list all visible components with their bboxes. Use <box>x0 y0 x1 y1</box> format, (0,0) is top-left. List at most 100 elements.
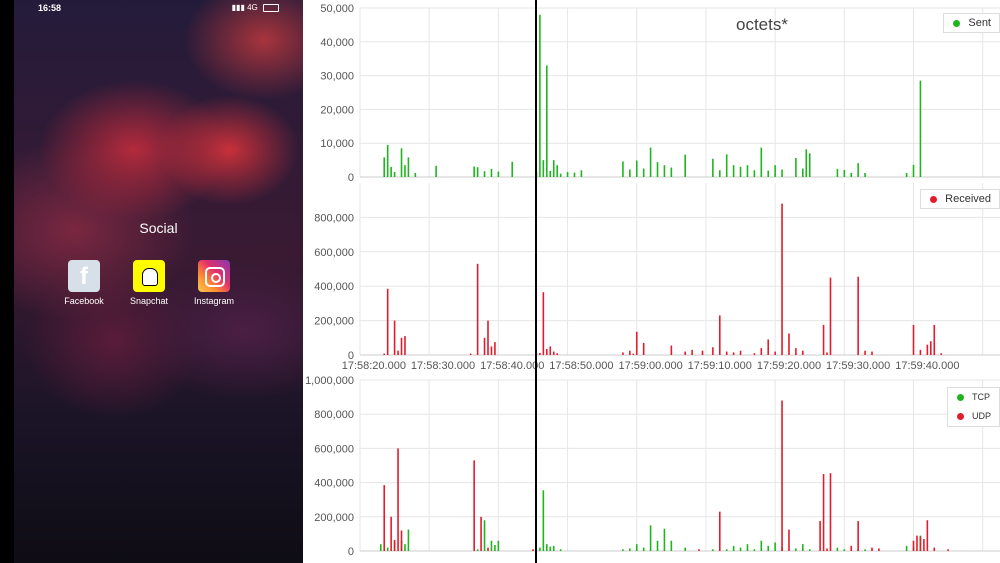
legend-item-sent[interactable]: Sent <box>944 14 999 32</box>
bar-sent <box>473 166 475 177</box>
bar-sent <box>552 160 555 177</box>
bar-received <box>871 351 873 355</box>
bar-udp <box>923 539 925 551</box>
legend-label: Sent <box>968 17 991 29</box>
bar-received <box>483 337 486 355</box>
legend-label: Received <box>945 193 991 205</box>
bar-tcp <box>712 549 714 551</box>
bar-received <box>912 324 915 355</box>
bar-received <box>552 351 555 355</box>
bar-tcp <box>905 545 908 551</box>
bar-received <box>487 320 489 355</box>
bar-sent <box>580 170 583 177</box>
bar-udp <box>788 529 790 551</box>
bar-received <box>826 352 828 355</box>
legend-label: TCP <box>971 392 990 402</box>
bar-tcp <box>629 548 631 551</box>
y-tick-label: 20,000 <box>320 104 354 116</box>
app-instagram[interactable]: Instagram <box>184 260 244 306</box>
legend-sent[interactable]: Sent <box>943 13 1000 33</box>
bar-received <box>556 353 558 355</box>
charts-svg: 0 10,000 20,000 30,000 40,000 50,000 0 200,000 4… <box>305 0 1000 563</box>
bar-sent <box>642 168 645 177</box>
y-tick-label: 200,000 <box>314 316 354 328</box>
bar-sent <box>746 165 749 177</box>
bar-tcp <box>622 549 624 551</box>
bar-sent <box>760 147 763 177</box>
y-tick-label: 0 <box>348 350 354 362</box>
facebook-icon[interactable]: f <box>68 260 100 292</box>
bar-sent <box>390 166 392 177</box>
legend-dot <box>956 413 964 420</box>
chart-title: octets* <box>736 15 788 34</box>
bar-received <box>542 292 545 355</box>
bar-udp <box>400 530 403 551</box>
bar-sent <box>864 172 866 177</box>
status-indicators: ▮▮▮ 4G <box>232 3 279 12</box>
phone-screen: 16:58 ▮▮▮ 4G Social f Facebook Snapchat … <box>0 0 303 563</box>
bar-sent <box>490 168 493 177</box>
bar-tcp <box>546 544 548 551</box>
y-tick-label: 400,000 <box>314 478 354 490</box>
instagram-icon[interactable] <box>198 260 230 292</box>
bar-sent <box>559 173 562 177</box>
bar-sent <box>556 165 558 177</box>
bar-received <box>864 350 866 355</box>
app-label: Snapchat <box>129 296 169 306</box>
bar-tcp <box>649 525 652 551</box>
bar-udp <box>857 521 859 551</box>
folder-title: Social <box>139 220 178 236</box>
bar-tcp <box>836 547 839 551</box>
legend-item-udp[interactable]: UDP <box>948 407 999 426</box>
bar-tcp <box>739 547 742 551</box>
bar-sent <box>573 172 576 177</box>
bar-received <box>469 353 472 355</box>
bar-tcp <box>746 544 749 551</box>
status-bar: 16:58 ▮▮▮ 4G <box>14 0 303 16</box>
y-tick-label: 600,000 <box>314 443 354 455</box>
bar-sent <box>732 165 735 177</box>
snapchat-icon[interactable] <box>133 260 165 292</box>
bar-tcp <box>386 547 389 551</box>
bar-sent <box>670 167 673 177</box>
bar-udp <box>383 485 386 551</box>
y-tick-label: 400,000 <box>314 281 354 293</box>
bar-tcp <box>483 520 486 551</box>
app-facebook[interactable]: f Facebook <box>54 260 114 306</box>
legend-protocols[interactable]: TCP UDP <box>946 387 1000 427</box>
bar-sent <box>542 160 545 177</box>
bar-sent <box>808 153 811 177</box>
bar-received <box>635 331 638 355</box>
y-tick-label: 0 <box>348 546 354 558</box>
legend-received[interactable]: Received <box>920 189 1000 209</box>
bar-tcp <box>808 549 811 551</box>
y-tick-label: 30,000 <box>320 71 354 83</box>
bar-tcp <box>552 545 555 551</box>
bar-received <box>632 353 635 355</box>
bar-received <box>701 350 704 355</box>
bar-sent <box>435 165 437 177</box>
app-snapchat[interactable]: Snapchat <box>119 260 179 306</box>
bar-sent <box>836 168 839 177</box>
bar-received <box>393 320 396 355</box>
bar-received <box>494 342 496 355</box>
bar-sent <box>539 14 541 178</box>
bar-sent <box>767 170 770 177</box>
bar-sent <box>850 172 853 177</box>
bar-udp <box>916 535 918 551</box>
legend-item-received[interactable]: Received <box>921 190 999 208</box>
bar-udp <box>871 547 873 551</box>
bar-tcp <box>725 549 728 551</box>
battery-icon <box>263 3 279 12</box>
bar-sent <box>857 163 859 177</box>
legend-item-tcp[interactable]: TCP <box>948 388 999 407</box>
bar-tcp <box>549 546 552 551</box>
x-tick-label: 17:58:30.000 <box>411 360 475 372</box>
y-tick-label: 0 <box>348 172 354 184</box>
bar-tcp <box>802 544 804 551</box>
y-tick-label: 40,000 <box>320 37 354 49</box>
bar-tcp <box>656 540 659 551</box>
bar-received <box>718 315 721 355</box>
legend-label: UDP <box>971 411 991 421</box>
bar-sent <box>546 65 548 177</box>
